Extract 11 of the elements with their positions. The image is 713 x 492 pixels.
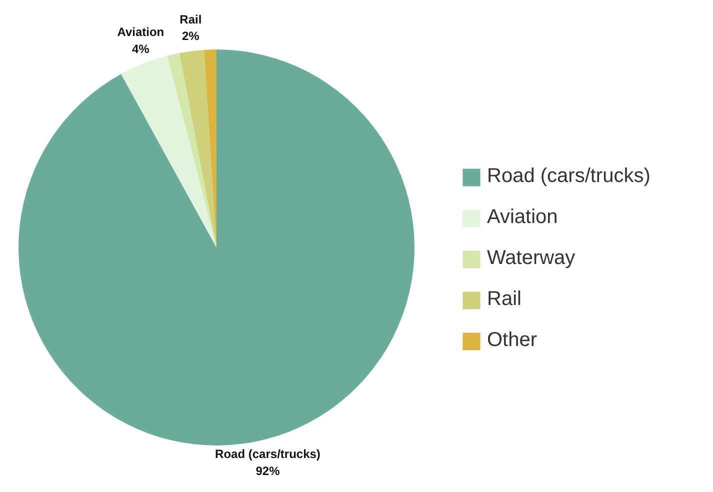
legend-label: Road (cars/trucks) xyxy=(487,165,650,188)
data-label: 2% xyxy=(182,29,200,44)
legend-label: Waterway xyxy=(487,247,576,270)
slice-label: Rail xyxy=(180,12,202,26)
legend-label: Other xyxy=(487,329,538,352)
legend-label: Rail xyxy=(487,288,522,311)
data-label: 4% xyxy=(132,42,150,56)
legend-label: Aviation xyxy=(487,206,558,229)
slice-label: Aviation xyxy=(117,25,164,40)
slice-label: Road (cars/trucks) xyxy=(215,447,320,462)
data-label: 92% xyxy=(256,464,280,478)
